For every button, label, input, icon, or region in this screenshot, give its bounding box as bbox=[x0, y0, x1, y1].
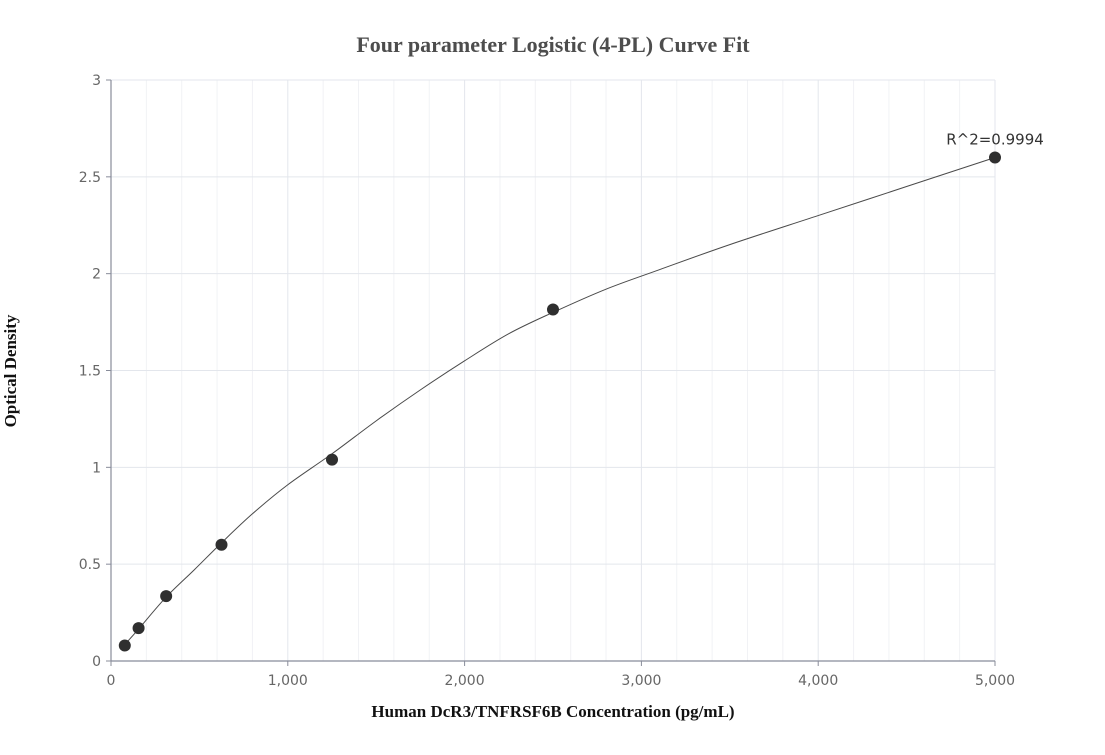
data-point bbox=[989, 151, 1001, 164]
x-tick-label: 5,000 bbox=[975, 673, 1015, 689]
y-tick-label: 3 bbox=[92, 73, 101, 89]
x-tick-label: 4,000 bbox=[798, 673, 838, 689]
y-tick-label: 0.5 bbox=[79, 557, 101, 573]
y-tick-label: 1.5 bbox=[79, 364, 101, 380]
annotations: R^2=0.9994 bbox=[946, 130, 1044, 148]
fit-curve bbox=[124, 156, 996, 645]
data-point bbox=[215, 538, 228, 551]
data-point bbox=[132, 622, 145, 635]
x-axis-title: Human DcR3/TNFRSF6B Concentration (pg/mL… bbox=[371, 702, 734, 721]
grid bbox=[111, 79, 996, 661]
x-tick-label: 2,000 bbox=[445, 673, 485, 689]
y-tick-label: 2.5 bbox=[79, 170, 101, 186]
y-tick-label: 2 bbox=[92, 267, 101, 283]
data-point bbox=[160, 590, 173, 603]
y-tick-label: 0 bbox=[92, 654, 101, 670]
x-tick-label: 1,000 bbox=[268, 673, 308, 689]
r-squared-annotation: R^2=0.9994 bbox=[946, 130, 1044, 148]
x-tick-label: 0 bbox=[107, 673, 116, 689]
data-point bbox=[326, 453, 338, 466]
y-tick-label: 1 bbox=[92, 460, 101, 476]
chart-title: Four parameter Logistic (4-PL) Curve Fit bbox=[356, 32, 750, 57]
fit-curve-layer bbox=[124, 156, 996, 645]
data-point bbox=[118, 639, 131, 652]
axes: 0 1,000 2,000 3,000 4,000 5,000 0 0.5 1 1.5 2 2.5 3 bbox=[79, 73, 1015, 689]
data-points bbox=[118, 151, 1001, 652]
x-tick-label: 3,000 bbox=[621, 673, 661, 689]
y-axis-title: Optical Density bbox=[1, 314, 20, 427]
data-point bbox=[547, 303, 559, 316]
